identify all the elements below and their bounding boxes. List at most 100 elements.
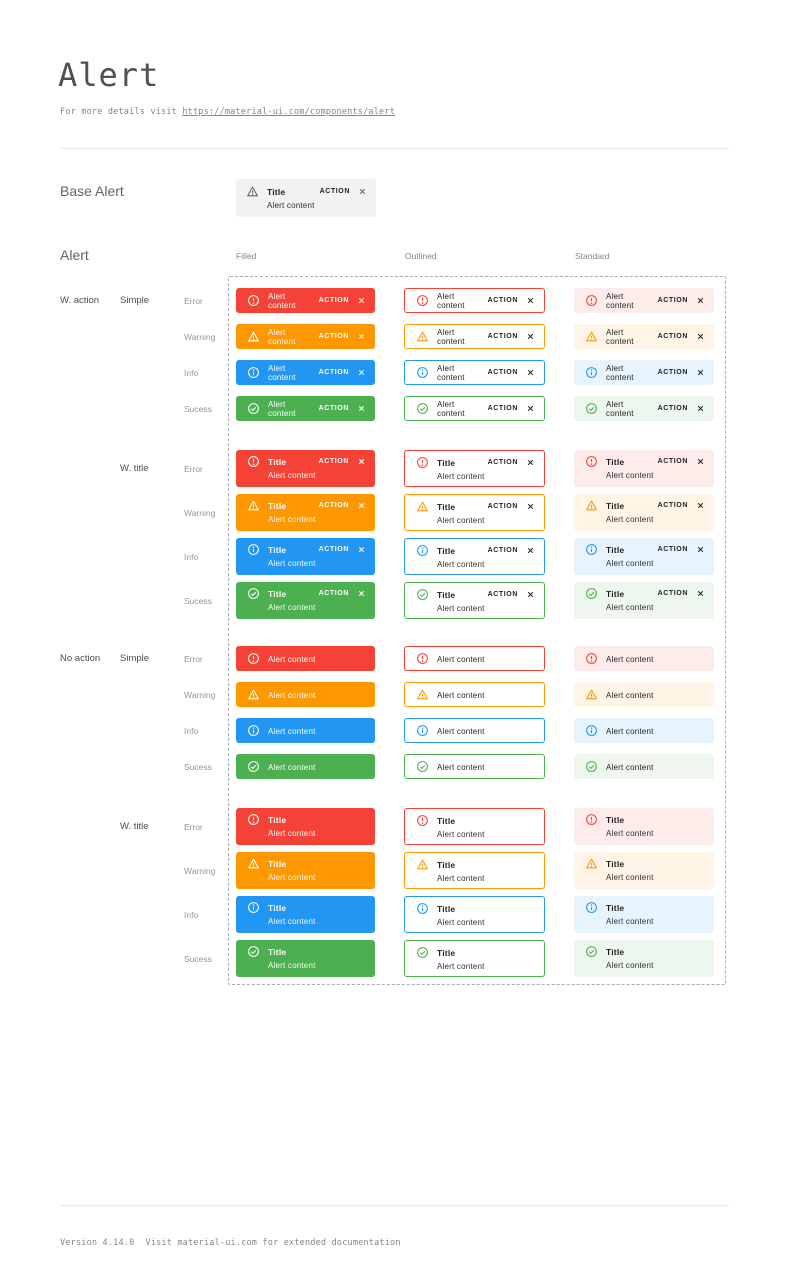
action-button[interactable]: ACTION (657, 297, 688, 304)
action-button[interactable]: ACTION (318, 458, 349, 465)
action-button[interactable]: ACTION (318, 502, 349, 509)
docs-link[interactable]: https://material-ui.com/components/alert (182, 107, 396, 117)
alert-header: Title (585, 813, 705, 826)
close-icon[interactable] (357, 332, 366, 341)
close-icon[interactable] (357, 589, 366, 598)
alert-title: Title (606, 588, 625, 599)
action-button[interactable]: ACTION (319, 188, 350, 195)
close-icon[interactable] (357, 457, 366, 466)
close-icon[interactable] (526, 404, 535, 413)
action-button[interactable]: ACTION (487, 503, 518, 510)
close-icon[interactable] (526, 368, 535, 377)
alert-message: Alert content (437, 364, 465, 382)
action-button[interactable]: ACTION (657, 590, 688, 597)
action-button[interactable]: ACTION (318, 369, 349, 376)
alert-message: Alert content (437, 328, 465, 346)
close-icon[interactable] (696, 501, 705, 510)
action-button[interactable]: ACTION (657, 546, 688, 553)
alert-standard-info: Alert content ACTION (574, 360, 714, 385)
error-icon (416, 652, 429, 665)
alert-outlined-warning: Title Alert content (404, 852, 545, 889)
action-button[interactable]: ACTION (487, 591, 518, 598)
action-button[interactable]: ACTION (318, 333, 349, 340)
alert-title: Title (268, 456, 287, 467)
error-icon (585, 294, 598, 307)
severity-label: Warning (184, 865, 216, 876)
close-icon[interactable] (357, 501, 366, 510)
action-button[interactable]: ACTION (318, 546, 349, 553)
alert-outlined-warning: Alert content (404, 682, 545, 707)
action-button[interactable]: ACTION (657, 405, 688, 412)
close-icon[interactable] (358, 187, 367, 196)
close-icon[interactable] (696, 589, 705, 598)
close-icon[interactable] (696, 545, 705, 554)
close-icon[interactable] (526, 502, 535, 511)
action-button[interactable]: ACTION (318, 297, 349, 304)
alert-content: Alert content (268, 471, 316, 480)
alert-title: Title (606, 858, 625, 869)
alert-content: Alert content (606, 873, 654, 882)
warning-icon (416, 500, 429, 513)
action-button[interactable]: ACTION (487, 297, 518, 304)
error-icon (585, 813, 598, 826)
alert-filled-warning: Alert content ACTION (236, 324, 375, 349)
close-icon[interactable] (526, 332, 535, 341)
alert-header: Title ACTION (585, 499, 705, 512)
action-button[interactable]: ACTION (657, 502, 688, 509)
alert-content: Alert content (606, 603, 654, 612)
alert-filled-warning: Alert content (236, 682, 375, 707)
action-button[interactable]: ACTION (657, 369, 688, 376)
alert-standard-info: Title ACTION Alert content (574, 538, 714, 575)
close-icon[interactable] (357, 368, 366, 377)
success-icon (585, 945, 598, 958)
close-icon[interactable] (526, 546, 535, 555)
alert-outlined-error: Alert content ACTION (404, 288, 545, 313)
alert-outlined-info: Title Alert content (404, 896, 545, 933)
alert-standard-info: Alert content (574, 718, 714, 743)
alert-outlined-error: Title ACTION Alert content (404, 450, 545, 487)
row-group-action-label: W. action (60, 295, 100, 306)
alert-message: Alert content (606, 654, 654, 664)
info-icon (585, 724, 598, 737)
alert-message: Alert content (606, 400, 634, 418)
severity-label: Warning (184, 331, 216, 342)
close-icon[interactable] (526, 458, 535, 467)
alert-header: Alert content ACTION (585, 291, 705, 310)
alert-filled-info: Alert content ACTION (236, 360, 375, 385)
error-icon (247, 652, 260, 665)
alert-header: Alert content (416, 688, 485, 701)
success-icon (585, 587, 598, 600)
close-icon[interactable] (696, 404, 705, 413)
close-icon[interactable] (357, 404, 366, 413)
close-icon[interactable] (696, 296, 705, 305)
close-icon[interactable] (696, 332, 705, 341)
action-button[interactable]: ACTION (487, 547, 518, 554)
action-button[interactable]: ACTION (657, 458, 688, 465)
alert-header: Title (585, 857, 705, 870)
action-button[interactable]: ACTION (318, 405, 349, 412)
alert-standard-error: Title ACTION Alert content (574, 450, 714, 487)
info-icon (585, 901, 598, 914)
alert-content: Alert content (268, 961, 316, 970)
warning-icon (585, 857, 598, 870)
close-icon[interactable] (526, 590, 535, 599)
action-button[interactable]: ACTION (487, 333, 518, 340)
action-button[interactable]: ACTION (487, 369, 518, 376)
row-group-style-label: Simple (120, 653, 150, 664)
close-icon[interactable] (696, 457, 705, 466)
alert-header: Alert content (585, 724, 654, 737)
alert-content: Alert content (606, 559, 654, 568)
severity-label: Error (184, 653, 203, 664)
alert-title: Title (606, 814, 625, 825)
action-button[interactable]: ACTION (487, 405, 518, 412)
close-icon[interactable] (526, 296, 535, 305)
action-button[interactable]: ACTION (318, 590, 349, 597)
action-button[interactable]: ACTION (487, 459, 518, 466)
close-icon[interactable] (357, 296, 366, 305)
action-button[interactable]: ACTION (657, 333, 688, 340)
success-icon (416, 946, 429, 959)
warning-icon (247, 857, 260, 870)
close-icon[interactable] (357, 545, 366, 554)
close-icon[interactable] (696, 368, 705, 377)
